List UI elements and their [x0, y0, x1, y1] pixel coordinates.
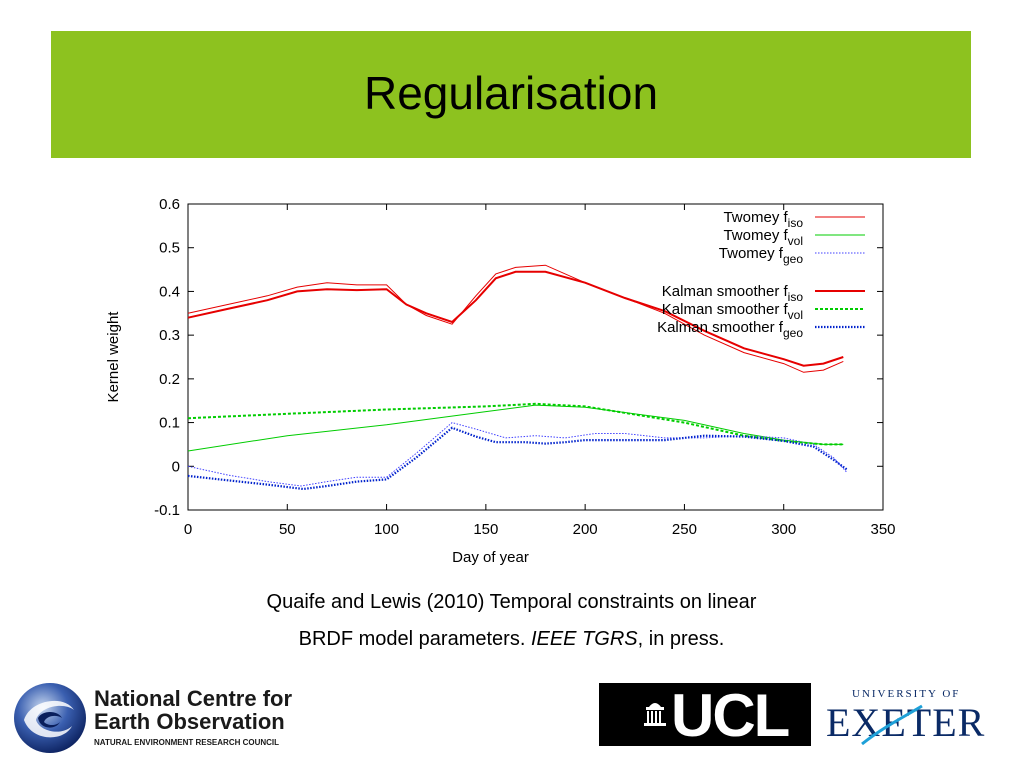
- x-axis-label: Day of year: [452, 549, 529, 566]
- x-tick-label: 100: [374, 521, 399, 538]
- x-tick-label: 350: [870, 521, 895, 538]
- legend-label: Twomey fvol: [723, 227, 803, 248]
- y-tick-label: 0: [172, 458, 180, 475]
- x-tick-label: 50: [279, 521, 296, 538]
- series-line-1: [187, 264, 844, 373]
- ucl-logo: UCL: [599, 683, 811, 746]
- legend-label: Kalman smoother fgeo: [657, 319, 803, 340]
- kernel-weight-chart: 0 50 100 150 200 250 300 350-0.100.10.20.30.40.…: [105, 196, 895, 566]
- nceo-name-line2: Earth Observation: [94, 709, 285, 734]
- plot-frame: [187, 203, 884, 511]
- legend-label: Twomey fiso: [723, 209, 803, 230]
- series-line-6: [187, 426, 848, 491]
- citation-line-2: BRDF model parameters. IEEE TGRS, in pre…: [0, 628, 1023, 651]
- series-line-4: [187, 270, 844, 367]
- legend-entry: Twomey fvol: [723, 227, 865, 248]
- legend-entry: Twomey fiso: [723, 209, 865, 230]
- x-tick-label: 150: [473, 521, 498, 538]
- citation-text: BRDF model parameters.: [298, 628, 531, 650]
- citation-journal: IEEE TGRS: [530, 628, 638, 650]
- legend-entry: Kalman smoother fvol: [662, 301, 865, 322]
- x-tick-label: 200: [573, 521, 598, 538]
- legend-label: Kalman smoother fiso: [662, 283, 804, 304]
- x-tick-label: 0: [184, 521, 192, 538]
- y-tick-label: 0.4: [159, 283, 180, 300]
- y-tick-label: 0.5: [159, 240, 180, 257]
- y-tick-label: 0.1: [159, 415, 180, 432]
- exeter-swoosh-icon: [861, 704, 923, 746]
- title-bar: Regularisation: [51, 31, 971, 158]
- nceo-parent-council: NATURAL ENVIRONMENT RESEARCH COUNCIL: [94, 738, 280, 747]
- y-tick-label: -0.1: [154, 502, 180, 519]
- exeter-logo: UNIVERSITY OF EXETER: [822, 688, 1002, 752]
- y-tick-label: 0.6: [159, 196, 180, 213]
- ucl-portico-icon: [644, 703, 666, 726]
- nceo-swirl-icon: [14, 683, 86, 753]
- series-line-3: [187, 422, 848, 487]
- legend-entry: Kalman smoother fgeo: [657, 319, 865, 340]
- legend-entry: Kalman smoother fiso: [662, 283, 865, 304]
- legend-label: Kalman smoother fvol: [662, 301, 803, 322]
- exeter-wordmark: EXETER: [826, 700, 986, 745]
- x-tick-label: 250: [672, 521, 697, 538]
- citation-line-1: Quaife and Lewis (2010) Temporal constra…: [266, 591, 757, 613]
- slide-title: Regularisation: [363, 67, 659, 119]
- x-tick-label: 300: [771, 521, 796, 538]
- series-line-5: [187, 402, 844, 446]
- citation-status: , in press.: [637, 628, 725, 650]
- legend-label: Twomey fgeo: [719, 245, 804, 266]
- exeter-university-of: UNIVERSITY OF: [852, 688, 961, 700]
- series-line-2: [187, 404, 844, 452]
- nceo-name-line1: National Centre for: [94, 686, 293, 711]
- y-tick-label: 0.2: [159, 371, 180, 388]
- ucl-wordmark: UCL: [671, 682, 790, 749]
- nceo-logo: National Centre for Earth Observation NA…: [12, 680, 322, 756]
- y-axis-label: Kernel weight: [105, 311, 122, 403]
- y-tick-label: 0.3: [159, 327, 180, 344]
- legend-entry: Twomey fgeo: [719, 245, 865, 266]
